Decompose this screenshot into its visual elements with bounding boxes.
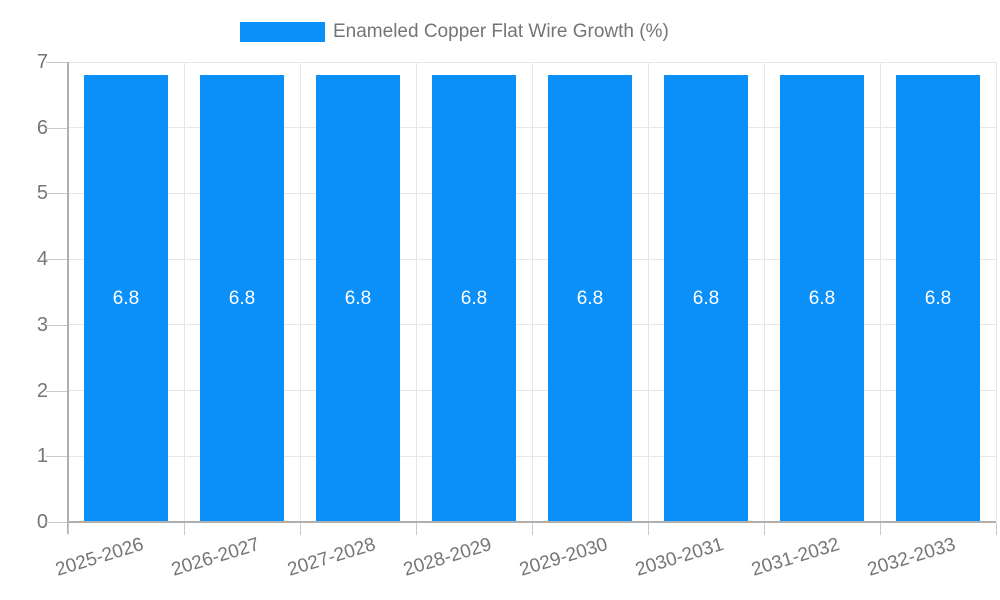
x-tick-mark	[879, 523, 881, 535]
y-axis-tick-label: 6	[36, 116, 48, 139]
gridline-vertical	[763, 62, 765, 522]
bar-value-label: 6.8	[344, 287, 372, 309]
gridline-vertical	[879, 62, 881, 522]
y-axis-tick-label: 5	[36, 182, 48, 205]
x-tick-mark	[763, 523, 765, 535]
legend: Enameled Copper Flat Wire Growth (%)	[0, 0, 1000, 50]
bar[interactable]: 6.8	[200, 75, 284, 522]
y-tick-mark	[46, 522, 67, 523]
bar[interactable]: 6.8	[548, 75, 632, 522]
bar-value-label: 6.8	[924, 287, 952, 309]
y-axis-tick-label: 0	[36, 511, 48, 533]
y-tick-mark	[46, 193, 67, 195]
y-tick-mark	[46, 62, 67, 63]
y-tick-mark	[46, 259, 67, 261]
bar[interactable]: 6.8	[84, 75, 168, 522]
y-tick-mark	[46, 324, 67, 326]
x-tick-mark	[531, 523, 533, 535]
y-tick-mark	[46, 127, 67, 129]
bar-value-label: 6.8	[228, 287, 256, 309]
y-axis-tick-label: 3	[36, 313, 48, 336]
y-axis-tick-label: 4	[36, 248, 48, 271]
gridline-vertical	[995, 62, 997, 522]
x-tick-mark	[67, 523, 69, 535]
bar-value-label: 6.8	[692, 287, 720, 309]
legend-label: Enameled Copper Flat Wire Growth (%)	[333, 21, 669, 42]
y-axis-tick-label: 7	[36, 51, 48, 73]
y-axis-tick-label: 1	[36, 445, 48, 468]
y-axis-tick-label: 2	[36, 379, 48, 402]
x-tick-mark	[183, 523, 185, 535]
bar[interactable]: 6.8	[664, 75, 748, 522]
x-tick-mark	[415, 523, 417, 535]
gridline-vertical	[299, 62, 301, 522]
bar-value-label: 6.8	[808, 287, 836, 309]
bar-value-label: 6.8	[576, 287, 604, 309]
y-tick-mark	[46, 456, 67, 458]
bar[interactable]: 6.8	[432, 75, 516, 522]
x-tick-mark	[647, 523, 649, 535]
bar-value-label: 6.8	[112, 287, 140, 309]
bar[interactable]: 6.8	[316, 75, 400, 522]
legend-swatch	[240, 22, 325, 42]
bar[interactable]: 6.8	[780, 75, 864, 522]
x-tick-mark	[299, 523, 301, 535]
bar[interactable]: 6.8	[896, 75, 980, 522]
gridline-vertical	[415, 62, 417, 522]
gridline-vertical	[183, 62, 185, 522]
x-axis-line	[67, 521, 996, 523]
gridline-vertical	[647, 62, 649, 522]
gridline-vertical	[531, 62, 533, 522]
plot-area: 6.8 6.8 6.8 6.8 6.8 6.8 6.8 6.8	[68, 61, 997, 522]
x-tick-mark	[995, 523, 997, 535]
bar-value-label: 6.8	[460, 287, 488, 309]
y-axis-line	[67, 62, 69, 534]
y-tick-mark	[46, 390, 67, 392]
